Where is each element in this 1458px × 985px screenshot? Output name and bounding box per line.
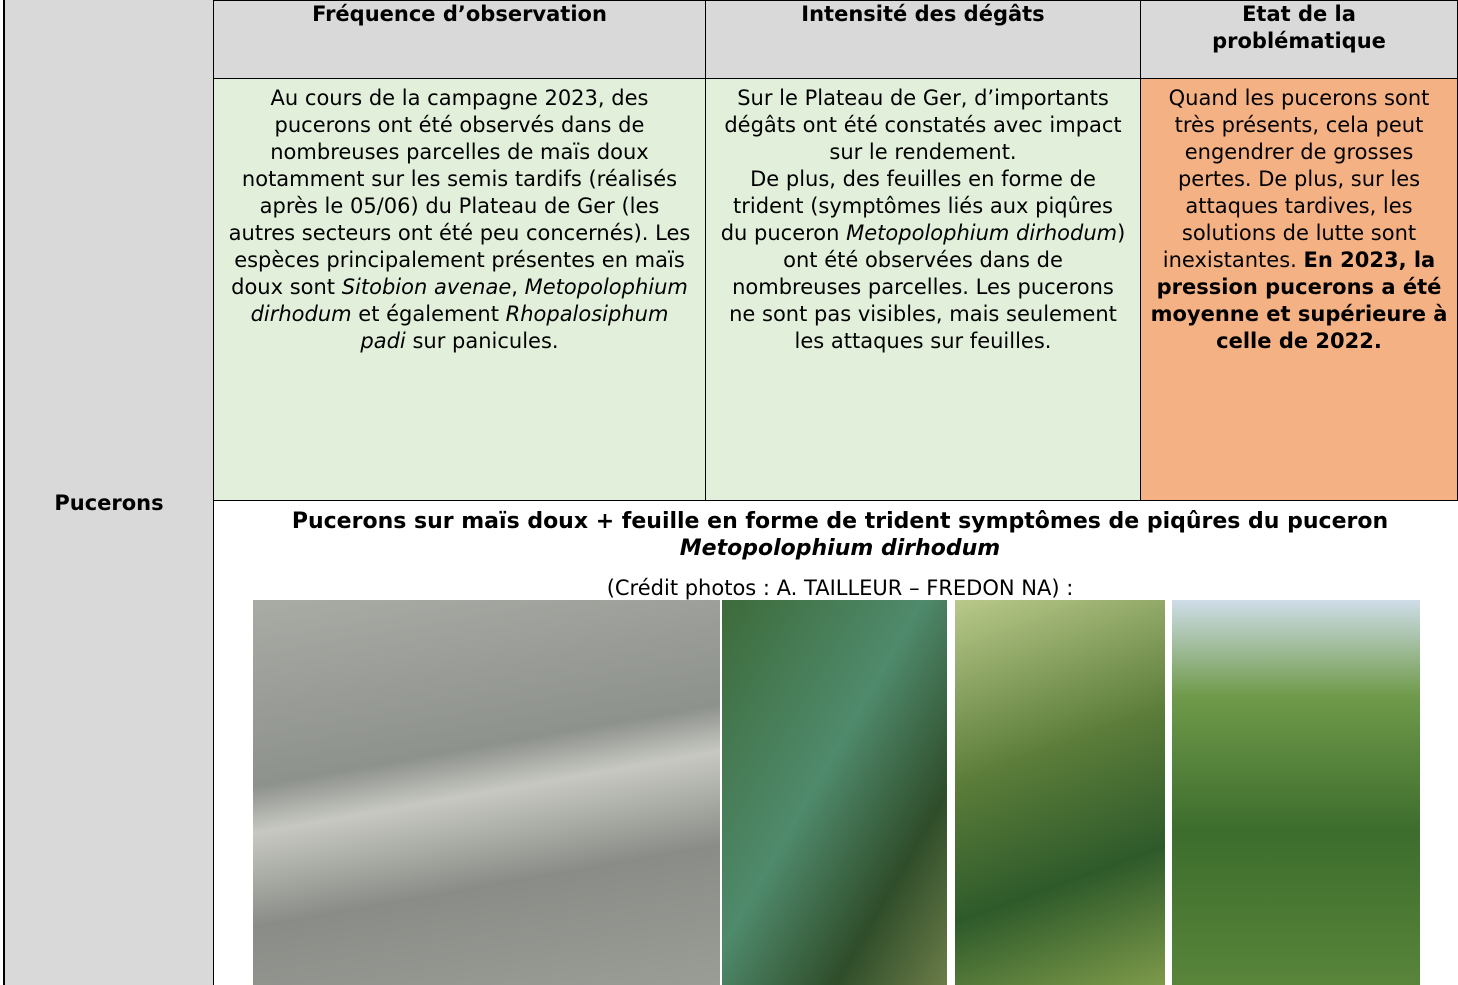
header-cell: Intensité des dégâts (705, 0, 1141, 79)
species: Rhopalosiphum padi (360, 302, 669, 353)
body-cell: Au cours de la campagne 2023, des pucero… (213, 78, 706, 501)
species: Metopolophium dirhodum (250, 275, 688, 326)
header: Etat de la problématique (1212, 2, 1386, 53)
body-cell: Sur le Plateau de Ger, d’importants dégâ… (705, 78, 1141, 501)
text: Pucerons sur maïs doux + feuille en form… (291, 509, 1389, 534)
text: Sur le Plateau de Ger, d’importants dégâ… (724, 86, 1122, 164)
text: Au cours de la campagne 2023, des pucero… (228, 86, 691, 299)
text: Quand les pucerons sont très présents, c… (1162, 86, 1430, 272)
photo (722, 600, 947, 985)
text: , (511, 275, 525, 299)
row-label-cell: Pucerons (3, 0, 214, 985)
species: Metopolophium dirhodum (846, 221, 1118, 245)
species: Sitobion avenae (341, 275, 512, 299)
header-cell: Fréquence d’observation (213, 0, 706, 79)
credit: (Crédit photos : A. TAILLEUR – FREDON NA… (606, 576, 1074, 600)
photo (955, 600, 1165, 985)
highlight: En 2023, la pression pucerons a été moye… (1150, 248, 1448, 353)
row-label: Pucerons (54, 491, 164, 515)
header: Fréquence d’observation (312, 2, 607, 26)
paragraph: De plus, des feuilles en forme de triden… (720, 166, 1126, 355)
header-cell: Etat de la problématique (1140, 0, 1458, 79)
header: Intensité des dégâts (801, 2, 1045, 26)
text: De plus, des feuilles en forme de triden… (720, 167, 1113, 245)
body-cell: Quand les pucerons sont très présents, c… (1140, 78, 1458, 501)
caption: Pucerons sur maïs doux + feuille en form… (240, 508, 1440, 562)
text: ) ont été observées dans de nombreuses p… (729, 221, 1126, 353)
species: Metopolophium dirhodum (679, 536, 1001, 561)
text: sur panicules. (405, 329, 559, 353)
photo (253, 600, 720, 985)
text: et également (351, 302, 506, 326)
photo (1172, 600, 1420, 985)
